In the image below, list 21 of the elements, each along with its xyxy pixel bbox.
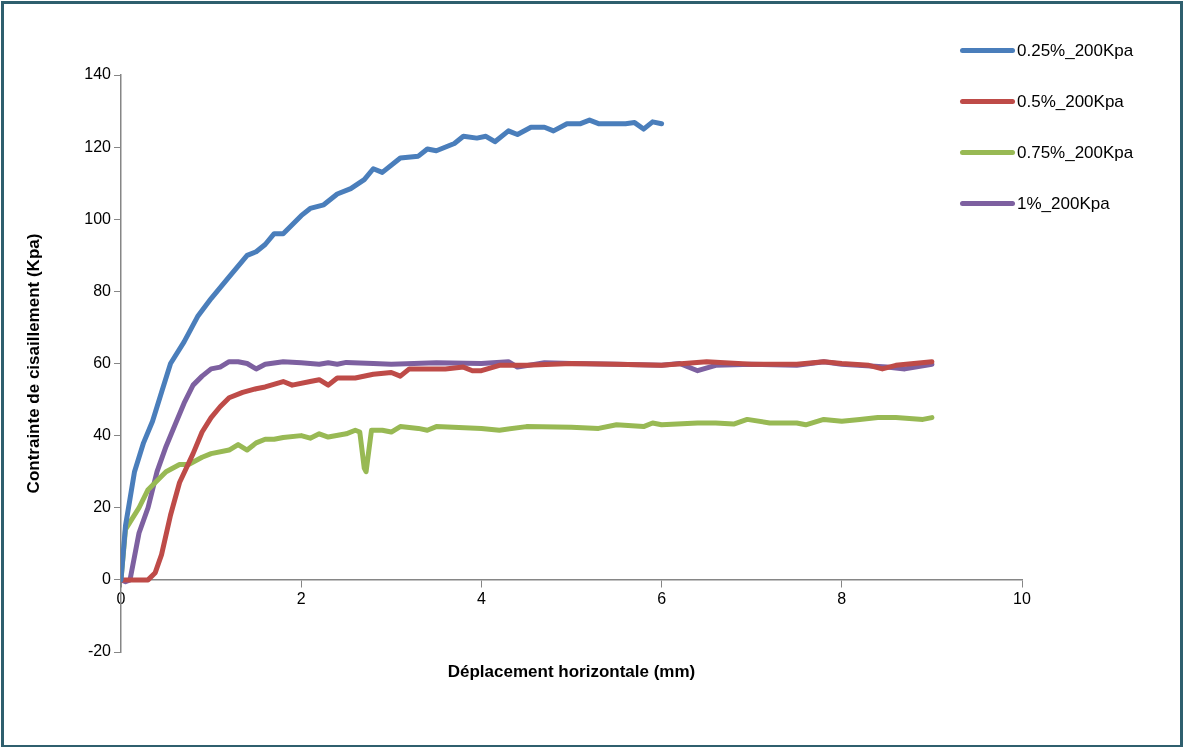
y-tick-label: -20 <box>87 642 112 660</box>
legend-label: 0.5%_200Kpa <box>1017 91 1124 112</box>
y-tick-label: 100 <box>84 209 112 227</box>
x-tick-label: 4 <box>476 589 486 607</box>
x-tick-label: 8 <box>837 589 847 607</box>
y-tick-label: 120 <box>84 137 112 155</box>
y-tick-label: 60 <box>93 353 112 371</box>
y-tick-label: 40 <box>93 426 112 444</box>
y-tick-label: 20 <box>93 498 112 516</box>
y-tick-label: 0 <box>102 570 112 588</box>
legend-label: 0.75%_200Kpa <box>1017 142 1134 163</box>
y-axis-title: Contrainte de cisaillement (Kpa) <box>23 233 43 494</box>
legend-label: 0.25%_200Kpa <box>1017 40 1134 61</box>
x-tick-label: 2 <box>296 589 306 607</box>
y-tick-label: 140 <box>84 65 112 83</box>
legend-label: 1%_200Kpa <box>1017 193 1110 214</box>
x-tick-label: 0 <box>116 589 126 607</box>
x-tick-label: 6 <box>657 589 667 607</box>
x-tick-label: 10 <box>1013 589 1031 607</box>
x-axis-title: Déplacement horizontale (mm) <box>446 662 697 682</box>
y-tick-label: 80 <box>93 281 112 299</box>
